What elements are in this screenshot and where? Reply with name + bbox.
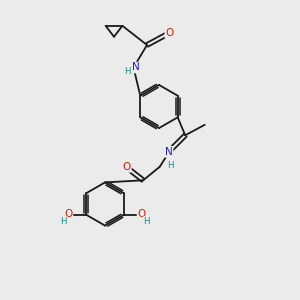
Text: H: H — [60, 217, 66, 226]
Text: O: O — [123, 162, 131, 172]
Text: O: O — [138, 209, 146, 219]
Text: O: O — [165, 28, 174, 38]
Text: H: H — [144, 217, 150, 226]
Text: O: O — [64, 209, 72, 219]
Text: N: N — [165, 147, 172, 157]
Text: H: H — [124, 68, 130, 76]
Text: N: N — [132, 62, 140, 73]
Text: H: H — [167, 161, 173, 170]
